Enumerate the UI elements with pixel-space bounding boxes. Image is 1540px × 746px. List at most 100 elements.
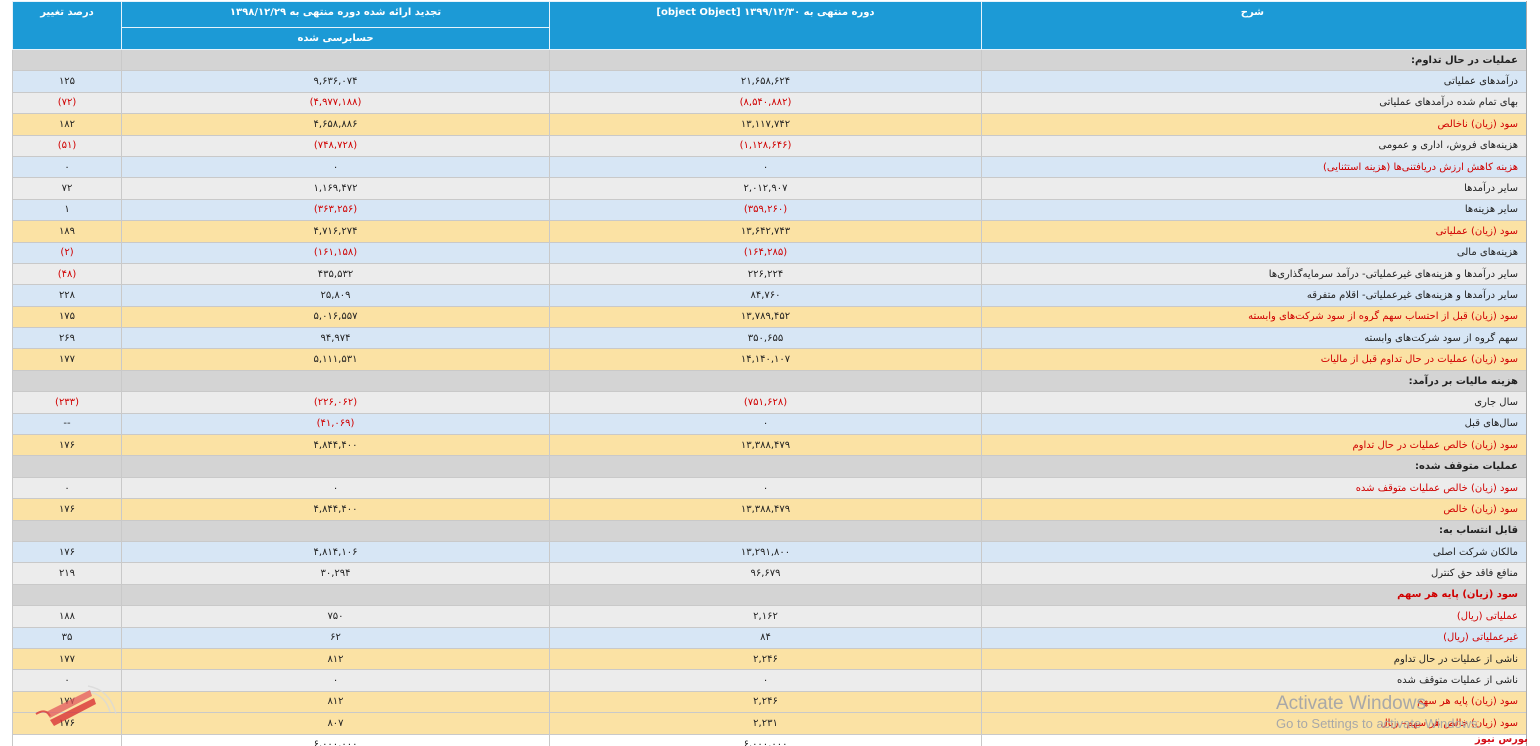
cell-previous-period: ۲۵,۸۰۹ bbox=[121, 284, 550, 307]
cell-current-period: ۲,۱۶۲ bbox=[549, 605, 982, 628]
table-row: ۱۸۸ ۷۵۰ ۲,۱۶۲ عملیاتی (ریال) bbox=[12, 605, 1526, 628]
cell-current-period: ۲,۲۴۶ bbox=[549, 690, 982, 714]
cell-previous-period: (۴,۹۷۷,۱۸۸) bbox=[121, 91, 550, 115]
cell-percent-change: ۱۷۶ bbox=[12, 712, 122, 735]
table-body: عملیات در حال تداوم: ۱۲۵ ۹,۶۳۶,۰۷۴ ۲۱,۶۵۸,۶… bbox=[12, 48, 1526, 746]
cell-current-period: ۹۶,۶۷۹ bbox=[549, 562, 982, 585]
cell-current-period: ۱۳,۱۱۷,۷۴۲ bbox=[549, 113, 982, 136]
cell-previous-period: ۹,۶۳۶,۰۷۴ bbox=[121, 70, 550, 93]
cell-current-period: ۱۳,۲۹۱,۸۰۰ bbox=[549, 540, 982, 564]
table-row: (۷۲) (۴,۹۷۷,۱۸۸) (۸,۵۴۰,۸۸۲) بهای تمام شده … bbox=[12, 91, 1526, 115]
cell-description: عملیاتی (ریال) bbox=[981, 605, 1526, 628]
cell-current-period bbox=[549, 583, 982, 607]
table-row: (۲۳۳) (۲۲۶,۰۶۲) (۷۵۱,۶۲۸) سال جاری bbox=[12, 391, 1526, 414]
table-row: ۰ ۰ ۰ سود (زیان) خالص عملیات متوقف شده bbox=[12, 476, 1526, 500]
cell-percent-change: ۰ bbox=[12, 476, 122, 500]
cell-current-period bbox=[549, 369, 982, 393]
cell-percent-change: ۰ bbox=[12, 155, 122, 179]
cell-percent-change: (۲۳۳) bbox=[12, 391, 122, 414]
cell-description: سود (زیان) خالص bbox=[981, 498, 1526, 521]
cell-previous-period: ۰ bbox=[121, 155, 550, 179]
cell-description: غیرعملیاتی (ریال) bbox=[981, 626, 1526, 649]
cell-description: سال‌های قبل bbox=[981, 412, 1526, 436]
cell-current-period: (۱,۱۲۸,۶۴۶) bbox=[549, 134, 982, 157]
table-row: ۲۲۸ ۲۵,۸۰۹ ۸۴,۷۶۰ سایر درآمدها و هزینه‌های … bbox=[12, 284, 1526, 307]
cell-percent-change: ۱۷۷ bbox=[12, 348, 122, 371]
cell-description: سایر هزینه‌ها bbox=[981, 198, 1526, 222]
cell-previous-period: (۳۶۳,۲۵۶) bbox=[121, 198, 550, 222]
cell-percent-change: (۵۱) bbox=[12, 134, 122, 157]
cell-description: سال جاری bbox=[981, 391, 1526, 414]
cell-description: هزینه‌های فروش، اداری و عمومی bbox=[981, 134, 1526, 157]
cell-description: بهای تمام شده درآمدهای عملیاتی bbox=[981, 91, 1526, 115]
cell-previous-period: ۸۱۲ bbox=[121, 690, 550, 714]
cell-percent-change: ۱۷۷ bbox=[12, 647, 122, 671]
cell-percent-change bbox=[12, 369, 122, 393]
cell-previous-period bbox=[121, 48, 550, 72]
section-header-row: هزینه مالیات بر درآمد: bbox=[12, 369, 1526, 393]
table-row: ۲۱۹ ۳۰,۲۹۴ ۹۶,۶۷۹ منافع فاقد حق کنترل bbox=[12, 562, 1526, 585]
cell-description: سود (زیان) خالص عملیات متوقف شده bbox=[981, 476, 1526, 500]
table-header: درصد تغییر تجدید ارائه شده دوره منتهی به… bbox=[12, 1, 1526, 50]
cell-previous-period: ۴,۸۴۴,۴۰۰ bbox=[121, 434, 550, 457]
table-row: ۱۷۶ ۴,۸۴۴,۴۰۰ ۱۳,۳۸۸,۴۷۹ سود (زیان) خالص عم… bbox=[12, 434, 1526, 457]
table-row: ۱۷۶ ۸۰۷ ۲,۲۳۱ سود (زیان) خالص هر سهم– ریال bbox=[12, 712, 1526, 735]
cell-previous-period bbox=[121, 369, 550, 393]
cell-description: سود (زیان) عملیاتی bbox=[981, 220, 1526, 243]
cell-description: عملیات متوقف شده: bbox=[981, 455, 1526, 478]
table-row: ۱۷۷ ۸۱۲ ۲,۲۴۶ ناشی از عملیات در حال تداوم bbox=[12, 647, 1526, 671]
cell-percent-change: (۴۸) bbox=[12, 262, 122, 286]
table-row: ۶,۰۰۰,۰۰۰ ۶,۰۰۰,۰۰۰ bbox=[12, 733, 1526, 746]
cell-percent-change bbox=[12, 733, 122, 746]
cell-description: منافع فاقد حق کنترل bbox=[981, 562, 1526, 585]
cell-current-period: ۱۴,۱۴۰,۱۰۷ bbox=[549, 348, 982, 371]
cell-description: ناشی از عملیات متوقف شده bbox=[981, 669, 1526, 692]
cell-previous-period: ۰ bbox=[121, 669, 550, 692]
cell-description: هزینه‌های مالی bbox=[981, 241, 1526, 264]
cell-description: سود (زیان) قبل از احتساب سهم گروه از سود… bbox=[981, 305, 1526, 329]
cell-current-period bbox=[549, 48, 982, 72]
table-row: ۱۲۵ ۹,۶۳۶,۰۷۴ ۲۱,۶۵۸,۶۲۴ درآمدهای عملیاتی bbox=[12, 70, 1526, 93]
section-header-row: قابل انتساب به: bbox=[12, 519, 1526, 542]
table-row: ۱۷۷ ۵,۱۱۱,۵۳۱ ۱۴,۱۴۰,۱۰۷ سود (زیان) عملیات … bbox=[12, 348, 1526, 371]
cell-current-period bbox=[549, 519, 982, 542]
cell-previous-period: ۸۱۲ bbox=[121, 647, 550, 671]
table-row: ۱۸۲ ۴,۶۵۸,۸۸۶ ۱۳,۱۱۷,۷۴۲ سود (زیان) ناخالص bbox=[12, 113, 1526, 136]
cell-current-period: ۰ bbox=[549, 476, 982, 500]
table-row: ۱۷۵ ۵,۰۱۶,۵۵۷ ۱۳,۷۸۹,۴۵۲ سود (زیان) قبل از … bbox=[12, 305, 1526, 329]
cell-percent-change bbox=[12, 455, 122, 478]
cell-previous-period bbox=[121, 519, 550, 542]
table-row: (۵۱) (۷۴۸,۷۲۸) (۱,۱۲۸,۶۴۶) هزینه‌های فروش، … bbox=[12, 134, 1526, 157]
cell-previous-period: (۷۴۸,۷۲۸) bbox=[121, 134, 550, 157]
cell-percent-change: ۱۸۲ bbox=[12, 113, 122, 136]
section-header-row: عملیات در حال تداوم: bbox=[12, 48, 1526, 72]
table-row: (۴۸) ۴۳۵,۵۳۲ ۲۲۶,۲۲۴ سایر درآمدها و هزینه‌ه… bbox=[12, 262, 1526, 286]
cell-current-period: ۸۴,۷۶۰ bbox=[549, 284, 982, 307]
cell-current-period: ۶,۰۰۰,۰۰۰ bbox=[549, 733, 982, 746]
cell-description: سایر درآمدها و هزینه‌های غیرعملیاتی- اقل… bbox=[981, 284, 1526, 307]
cell-description: درآمدهای عملیاتی bbox=[981, 70, 1526, 93]
table-row: ۱۷۷ ۸۱۲ ۲,۲۴۶ سود (زیان) پایه هر سهم bbox=[12, 690, 1526, 714]
cell-percent-change: ۰ bbox=[12, 669, 122, 692]
cell-previous-period: ۶۲ bbox=[121, 626, 550, 649]
cell-percent-change: ۱۷۵ bbox=[12, 305, 122, 329]
cell-percent-change: ۱۲۵ bbox=[12, 70, 122, 93]
cell-description: سود (زیان) پایه هر سهم bbox=[981, 583, 1526, 607]
cell-description: سود (زیان) ناخالص bbox=[981, 113, 1526, 136]
income-statement-table: درصد تغییر تجدید ارائه شده دوره منتهی به… bbox=[12, 1, 1526, 746]
table-row: ۳۵ ۶۲ ۸۴ غیرعملیاتی (ریال) bbox=[12, 626, 1526, 649]
cell-current-period: ۲,۰۱۲,۹۰۷ bbox=[549, 177, 982, 200]
cell-percent-change: ۱۸۹ bbox=[12, 220, 122, 243]
cell-previous-period: ۴,۶۵۸,۸۸۶ bbox=[121, 113, 550, 136]
cell-description: مالکان شرکت اصلی bbox=[981, 540, 1526, 564]
cell-percent-change: ۳۵ bbox=[12, 626, 122, 649]
table-row: (۲) (۱۶۱,۱۵۸) (۱۶۴,۲۸۵) هزینه‌های مالی bbox=[12, 241, 1526, 264]
cell-current-period: ۰ bbox=[549, 669, 982, 692]
cell-percent-change bbox=[12, 48, 122, 72]
cell-current-period: ۰ bbox=[549, 155, 982, 179]
cell-current-period: ۰ bbox=[549, 412, 982, 436]
cell-previous-period: ۱,۱۶۹,۴۷۲ bbox=[121, 177, 550, 200]
cell-description: ناشی از عملیات در حال تداوم bbox=[981, 647, 1526, 671]
cell-previous-period bbox=[121, 455, 550, 478]
cell-current-period: (۸,۵۴۰,۸۸۲) bbox=[549, 91, 982, 115]
